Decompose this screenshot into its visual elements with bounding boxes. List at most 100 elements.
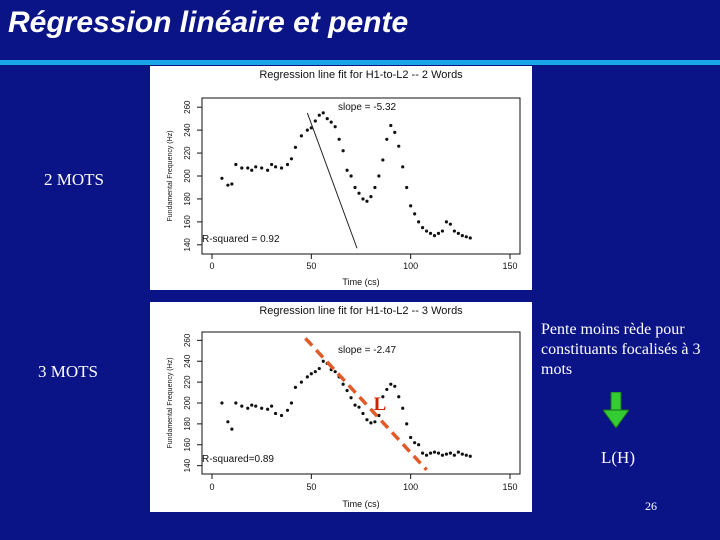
data-point: [389, 382, 393, 386]
data-point: [313, 370, 317, 374]
data-point: [273, 411, 278, 416]
x-axis-label: Time (cs): [342, 499, 379, 509]
data-point: [397, 144, 401, 148]
data-point: [460, 234, 464, 238]
y-tick-label: 220: [183, 375, 192, 389]
data-point: [452, 453, 456, 457]
data-point: [345, 168, 349, 172]
y-tick-label: 260: [183, 100, 192, 114]
data-point: [250, 168, 254, 172]
data-point: [226, 420, 230, 424]
data-point: [246, 166, 250, 170]
r-squared-label: R-squared=0.89: [202, 454, 274, 465]
data-point: [373, 420, 377, 424]
data-point: [260, 406, 264, 410]
y-tick-label: 160: [183, 215, 192, 229]
data-point: [432, 234, 437, 238]
data-point: [254, 165, 258, 169]
y-tick-label: 180: [183, 192, 192, 206]
l-marker-label: L: [374, 394, 387, 415]
data-point: [464, 453, 468, 457]
data-point: [266, 168, 270, 172]
data-point: [420, 226, 425, 230]
data-point: [436, 231, 441, 235]
plot-3-words-svg: Regression line fit for H1-to-L2 -- 3 Wo…: [167, 305, 521, 509]
data-point: [234, 162, 238, 167]
plot-title: Regression line fit for H1-to-L2 -- 3 Wo…: [259, 305, 463, 317]
data-point: [393, 130, 397, 135]
data-point: [381, 395, 385, 399]
data-point: [266, 407, 270, 411]
data-point: [401, 406, 405, 410]
data-point: [345, 388, 349, 393]
slope-label: slope = -2.47: [338, 345, 397, 356]
data-point: [333, 370, 337, 374]
title-underline: [0, 60, 720, 65]
data-point: [254, 404, 258, 408]
data-point: [452, 229, 456, 233]
y-tick-label: 140: [183, 458, 192, 472]
x-tick-label: 100: [403, 482, 418, 492]
result-label: L(H): [601, 448, 635, 467]
data-point: [361, 197, 365, 201]
data-point: [436, 451, 441, 455]
x-tick-label: 0: [209, 261, 214, 271]
data-point: [305, 128, 309, 132]
y-tick-label: 240: [183, 354, 192, 368]
down-arrow-icon: [603, 392, 629, 428]
data-point: [349, 174, 353, 178]
x-tick-label: 0: [209, 482, 214, 492]
plot-2-words: Regression line fit for H1-to-L2 -- 2 Wo…: [150, 66, 532, 290]
data-point: [389, 123, 393, 128]
data-point: [405, 185, 409, 190]
data-point: [357, 405, 361, 409]
y-tick-label: 140: [183, 238, 192, 252]
data-point: [365, 199, 369, 203]
data-point: [440, 229, 445, 233]
data-point: [317, 366, 321, 371]
data-point: [420, 451, 425, 455]
x-axis-label: Time (cs): [342, 277, 379, 287]
data-point: [424, 229, 429, 233]
data-point: [226, 183, 230, 187]
plot-3-words: Regression line fit for H1-to-L2 -- 3 Wo…: [150, 302, 532, 512]
r-squared-label: R-squared = 0.92: [202, 234, 280, 245]
data-point: [279, 413, 284, 418]
data-point: [397, 395, 401, 399]
data-point: [285, 408, 290, 412]
data-point: [246, 406, 250, 410]
data-point: [321, 359, 325, 363]
regression-line: [304, 337, 428, 472]
x-tick-label: 150: [502, 482, 517, 492]
data-point: [285, 162, 290, 167]
y-tick-label: 200: [183, 169, 192, 183]
y-tick-label: 220: [183, 146, 192, 160]
data-point: [289, 401, 294, 405]
data-point: [424, 453, 429, 457]
data-point: [409, 204, 413, 208]
label-2-mots: 2 MOTS: [44, 170, 104, 189]
data-point: [230, 427, 234, 431]
data-point: [299, 134, 303, 138]
y-tick-label: 240: [183, 123, 192, 137]
data-point: [448, 451, 452, 455]
data-point: [440, 453, 445, 457]
data-point: [240, 166, 244, 170]
x-tick-label: 50: [306, 482, 316, 492]
y-tick-label: 160: [183, 438, 192, 452]
label-3-mots: 3 MOTS: [38, 362, 98, 381]
data-point: [369, 195, 373, 199]
data-point: [381, 158, 385, 162]
data-point: [333, 125, 337, 129]
regression-line: [306, 112, 358, 249]
data-point: [468, 236, 472, 240]
data-point: [464, 235, 468, 239]
data-point: [444, 220, 449, 224]
data-point: [309, 372, 313, 376]
note-text: Pente moins rède pour constituants focal…: [541, 321, 701, 378]
data-point: [270, 162, 274, 167]
data-point: [456, 231, 460, 235]
data-point: [234, 401, 238, 405]
x-tick-label: 150: [502, 261, 517, 271]
slope-label: slope = -5.32: [338, 102, 397, 113]
